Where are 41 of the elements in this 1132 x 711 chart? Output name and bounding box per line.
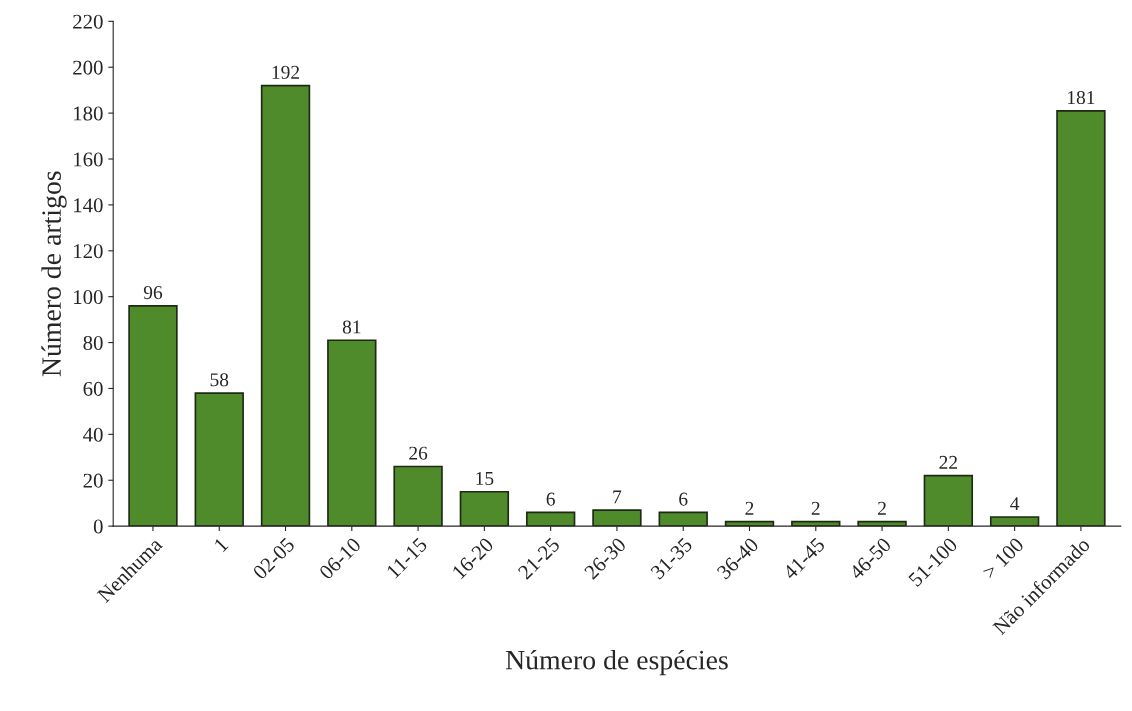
y-tick-label: 0 <box>93 519 103 534</box>
data-label: 6 <box>546 492 555 506</box>
data-label: 2 <box>878 501 886 515</box>
data-label: 4 <box>1010 497 1020 511</box>
x-axis-title: Número de espécies <box>505 649 728 676</box>
y-tick-label: 140 <box>74 198 103 213</box>
y-tick-label: 40 <box>83 427 103 442</box>
data-label: 181 <box>1068 90 1095 105</box>
data-label: 81 <box>342 320 361 334</box>
bar <box>592 509 642 527</box>
y-tick-label: 20 <box>83 473 103 488</box>
data-label: 192 <box>272 65 300 79</box>
bar <box>1056 109 1106 527</box>
bar <box>194 392 244 527</box>
y-tick-label: 180 <box>74 106 103 121</box>
x-tick-label: 1 <box>213 537 229 553</box>
data-label: 6 <box>679 492 688 506</box>
data-label: 22 <box>939 455 957 469</box>
bar <box>393 465 443 527</box>
data-label: 7 <box>613 490 622 504</box>
x-tick-label: > 100 <box>981 536 1025 580</box>
bar <box>260 84 311 527</box>
y-tick-label: 60 <box>83 381 103 396</box>
data-label: 15 <box>476 471 494 485</box>
bar <box>989 516 1040 527</box>
data-label: 2 <box>745 501 754 515</box>
y-tick-label: 100 <box>74 290 103 305</box>
data-label: 96 <box>143 286 163 300</box>
bar <box>459 490 510 527</box>
data-label: 26 <box>409 446 428 460</box>
y-tick-label: 160 <box>74 152 103 167</box>
y-tick-label: 220 <box>73 14 103 29</box>
data-label: 2 <box>811 501 820 515</box>
y-tick-label: 120 <box>74 244 103 259</box>
y-tick-label: 80 <box>83 335 103 351</box>
y-tick-label: 200 <box>73 60 103 75</box>
bar <box>923 474 974 527</box>
y-axis-title: Número de artigos <box>41 171 67 377</box>
bar <box>128 305 178 527</box>
data-label: 58 <box>210 373 229 387</box>
bar <box>327 339 377 527</box>
